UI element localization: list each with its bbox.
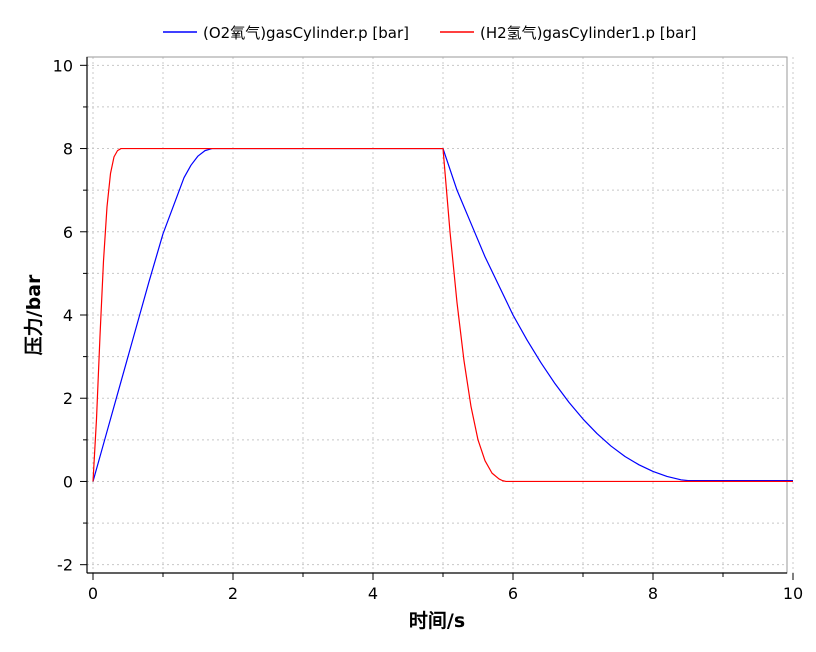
- y-tick-label: 8: [63, 140, 73, 159]
- legend-label-2: (H2氢气)gasCylinder1.p [bar]: [480, 24, 696, 42]
- y-tick-label: -2: [57, 556, 73, 575]
- y-tick-label: 4: [63, 306, 73, 325]
- x-tick-label: 10: [783, 584, 803, 603]
- legend: (O2氧气)gasCylinder.p [bar] (H2氢气)gasCylind…: [163, 24, 696, 42]
- y-tick-label: 2: [63, 389, 73, 408]
- legend-label-1: (O2氧气)gasCylinder.p [bar]: [203, 24, 409, 42]
- x-tick-label: 4: [368, 584, 378, 603]
- x-axis-title: 时间/s: [409, 610, 465, 632]
- x-tick-label: 6: [508, 584, 518, 603]
- y-tick-label: 10: [53, 56, 73, 75]
- series-line-2: [92, 147, 793, 483]
- x-tick-label: 0: [88, 584, 98, 603]
- grid-lines: [87, 57, 794, 573]
- y-axis-title: 压力/bar: [22, 274, 45, 355]
- series-line-1: [92, 147, 793, 482]
- axes: 0 2 4 6 8 10 -2 0 2 4 6 8 10: [53, 56, 804, 603]
- x-tick-label: 2: [228, 584, 238, 603]
- series-lines: [92, 147, 793, 483]
- x-tick-label: 8: [648, 584, 658, 603]
- y-tick-label: 6: [63, 223, 73, 242]
- y-tick-label: 0: [63, 472, 73, 491]
